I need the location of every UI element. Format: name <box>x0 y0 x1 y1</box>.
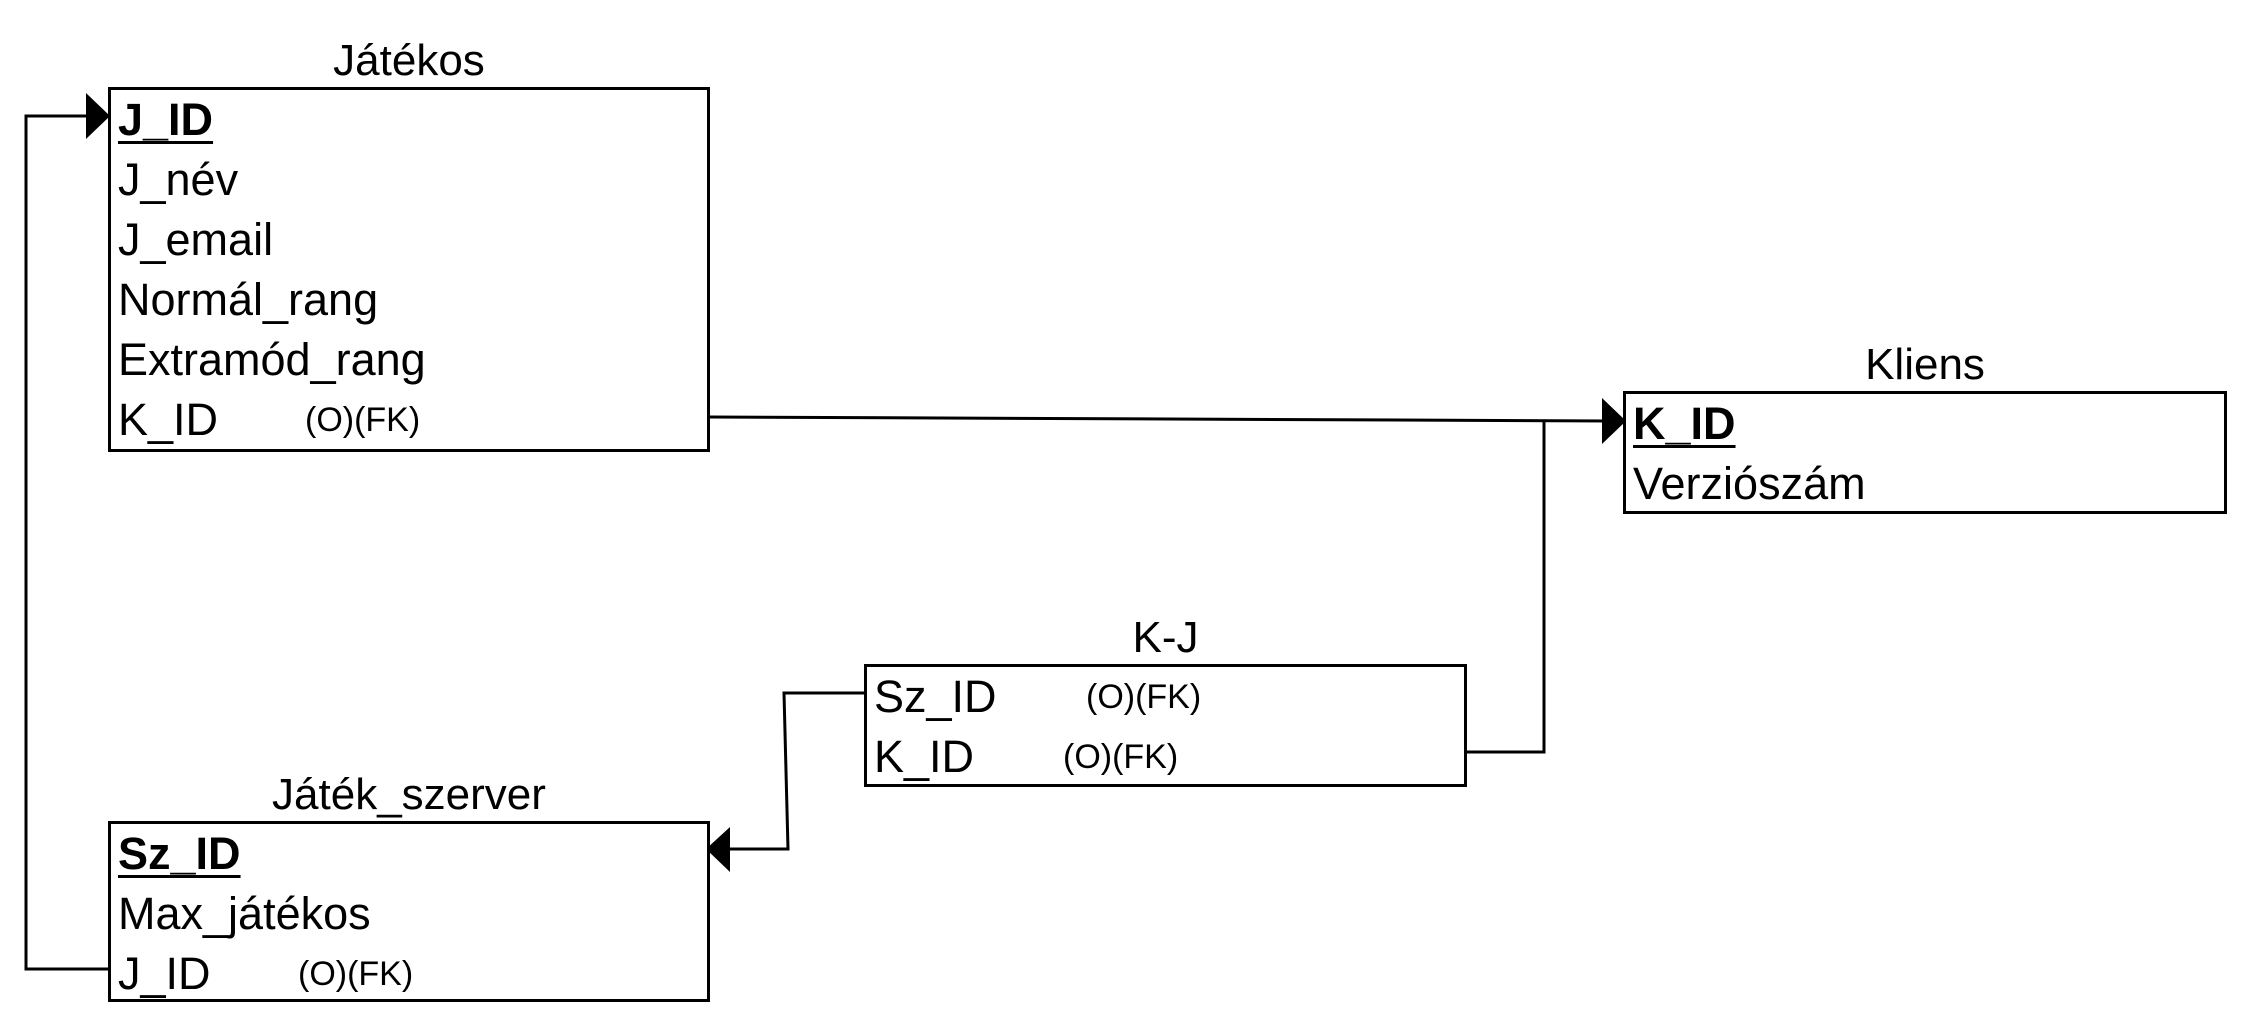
foreign-key-tag: (O)(FK) <box>1063 738 1179 776</box>
attribute-row: Verziószám <box>1633 454 1866 514</box>
attribute-name: K_ID <box>874 731 975 782</box>
relationship-jatek-szerver-jatekos <box>24 93 110 971</box>
arrowhead <box>1602 398 1626 444</box>
entity-title: Kliens <box>1865 340 1985 389</box>
attribute-name: J_név <box>118 154 239 205</box>
primary-key-attribute: K_ID <box>1633 398 1736 449</box>
entity-jatek-szerver: Játék_szerver Sz_ID Max_játékos J_ID (O)… <box>108 770 710 1002</box>
entity-jatekos: Játékos J_ID J_név J_email Normál_rang E… <box>108 36 710 452</box>
connector-line <box>718 691 866 851</box>
connector-line <box>24 114 109 971</box>
attribute-row: Sz_ID (O)(FK) <box>874 667 1201 727</box>
attribute-row: J_email <box>118 210 273 270</box>
entity-title: Játékos <box>333 36 485 85</box>
relationship-kj-kliens <box>1465 421 1546 754</box>
foreign-key-tag: (O)(FK) <box>1086 678 1202 716</box>
foreign-key-tag: (O)(FK) <box>298 955 414 993</box>
attribute-name: J_email <box>118 214 274 265</box>
entity-title: Játék_szerver <box>272 770 546 819</box>
entity-box: J_ID J_név J_email Normál_rang Extramód_… <box>108 87 710 452</box>
arrowhead <box>706 827 730 872</box>
attribute-name: Extramód_rang <box>118 334 426 385</box>
relationship-jatekos-kliens <box>708 398 1626 444</box>
attribute-row: Sz_ID <box>118 824 241 884</box>
connector-line <box>708 415 1611 423</box>
attribute-row: K_ID <box>1633 394 1736 454</box>
attribute-row: J_ID (O)(FK) <box>118 944 413 1004</box>
attribute-row: K_ID (O)(FK) <box>118 390 420 450</box>
primary-key-attribute: J_ID <box>118 94 214 145</box>
primary-key-attribute: Sz_ID <box>118 828 241 879</box>
entity-kj: K-J Sz_ID (O)(FK) K_ID (O)(FK) <box>864 613 1467 787</box>
attribute-row: J_név <box>118 150 238 210</box>
connector-line <box>1465 421 1546 754</box>
attribute-name: Verziószám <box>1633 458 1866 509</box>
relationship-kj-jatek-szerver <box>706 691 866 872</box>
entity-box: K_ID Verziószám <box>1623 391 2227 514</box>
foreign-key-tag: (O)(FK) <box>305 401 421 439</box>
entity-title: K-J <box>1132 613 1199 662</box>
attribute-row: Normál_rang <box>118 270 378 330</box>
attribute-name: K_ID <box>118 394 219 445</box>
attribute-row: Extramód_rang <box>118 330 426 390</box>
entity-kliens: Kliens K_ID Verziószám <box>1623 340 2227 514</box>
attribute-row: K_ID (O)(FK) <box>874 727 1178 787</box>
attribute-name: J_ID <box>118 948 211 999</box>
entity-box: Sz_ID Max_játékos J_ID (O)(FK) <box>108 821 710 1002</box>
attribute-name: Max_játékos <box>118 888 371 939</box>
arrowhead <box>86 93 110 139</box>
entity-box: Sz_ID (O)(FK) K_ID (O)(FK) <box>864 664 1467 787</box>
attribute-row: J_ID <box>118 90 213 150</box>
attribute-row: Max_játékos <box>118 884 371 944</box>
attribute-name: Normál_rang <box>118 274 379 325</box>
attribute-name: Sz_ID <box>874 671 997 722</box>
